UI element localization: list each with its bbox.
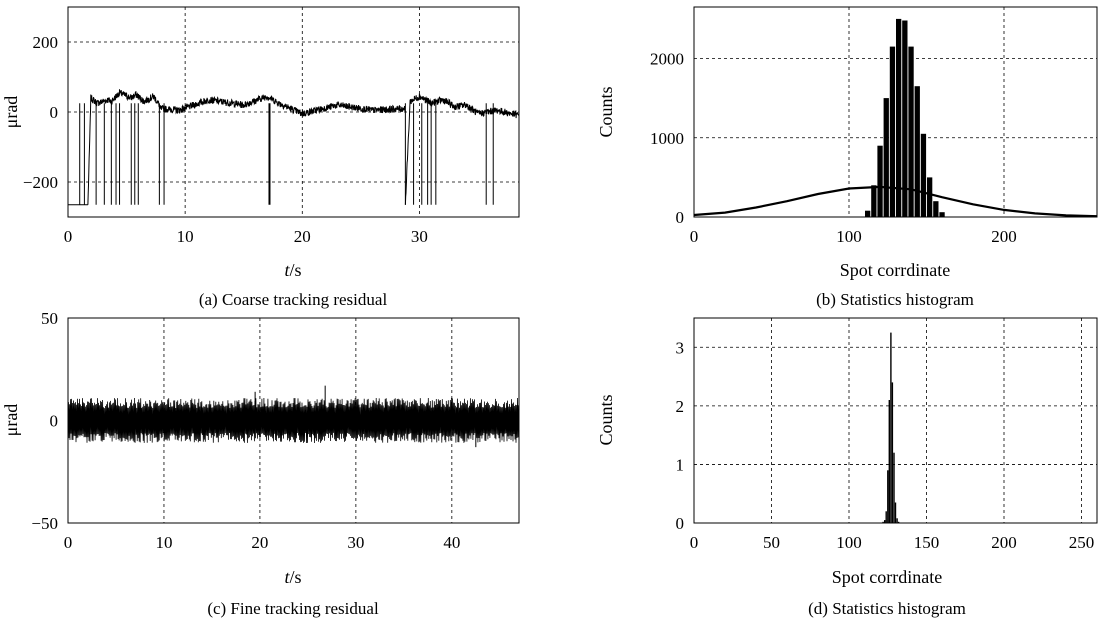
y-tick-label: 50 <box>41 309 58 328</box>
x-tick-label: 50 <box>763 533 780 552</box>
y-tick-label: 0 <box>50 103 59 122</box>
grid-b <box>694 7 1097 217</box>
x-tick-label: 100 <box>836 533 862 552</box>
caption-a: (a) Coarse tracking residual <box>199 290 388 309</box>
series-a-segment-2 <box>159 94 406 117</box>
x-tick-label: 150 <box>914 533 940 552</box>
histogram-bar <box>877 145 883 217</box>
y-tick-label: 200 <box>33 33 59 52</box>
y-tick-label: 3 <box>676 338 685 357</box>
histogram-bar <box>896 18 902 218</box>
histogram-bar <box>927 177 933 217</box>
x-tick-label: 200 <box>991 227 1017 246</box>
histogram-bar <box>884 520 886 523</box>
x-tick-label: 20 <box>251 533 268 552</box>
panel-c: 0 10 20 30 40 −50 0 50 μrad t/s (c) Fine tracki… <box>1 309 520 618</box>
caption-c: (c) Fine tracking residual <box>207 599 379 618</box>
histogram-bar <box>894 502 897 523</box>
frame-c <box>67 317 520 524</box>
y-tick-label: 2 <box>676 397 685 416</box>
histogram-bar <box>933 201 939 217</box>
x-tick-label: 30 <box>347 533 364 552</box>
histogram-bar <box>887 470 889 523</box>
plot-area-c <box>67 385 520 448</box>
x-tick-label: 20 <box>294 227 311 246</box>
series-a-segment-3 <box>404 92 520 205</box>
frame-d <box>693 317 1098 524</box>
xlabel-c-italic: t <box>284 567 290 587</box>
x-tick-label: 0 <box>690 533 699 552</box>
ylabel-b: Counts <box>596 86 616 137</box>
y-tick-label: 2000 <box>650 50 684 69</box>
series-c-line <box>67 397 520 444</box>
frame-a <box>67 6 520 218</box>
xlabel-a-italic: t <box>284 260 290 280</box>
x-tick-label: 30 <box>411 227 428 246</box>
histogram-bar <box>871 185 877 217</box>
y-tick-label: 1 <box>676 455 685 474</box>
y-tick-label: −200 <box>23 173 58 192</box>
x-tick-label: 0 <box>690 227 699 246</box>
x-tick-label: 100 <box>836 227 862 246</box>
histogram-bar <box>896 518 898 523</box>
xlabel-d: Spot corrdinate <box>832 567 942 587</box>
x-tick-label: 0 <box>64 227 73 246</box>
x-tick-label: 250 <box>1069 533 1095 552</box>
histogram-bar <box>920 133 927 217</box>
plot-area-a <box>68 89 520 206</box>
panel-d: 0 50 100 150 200 250 0 1 2 3 Counts Spot corrdina… <box>596 317 1098 618</box>
series-a-segment-1 <box>87 89 160 205</box>
x-tick-label: 0 <box>64 533 73 552</box>
y-tick-label: 0 <box>50 412 59 431</box>
panel-a: 0 10 20 30 −200 0 200 μrad t/s (a) Coarse trac… <box>1 6 520 309</box>
caption-b: (b) Statistics histogram <box>816 290 974 309</box>
y-tick-label: 0 <box>676 208 685 227</box>
x-tick-label: 10 <box>177 227 194 246</box>
x-tick-label: 200 <box>991 533 1017 552</box>
histogram-bar <box>885 511 887 523</box>
caption-d: (d) Statistics histogram <box>808 599 966 618</box>
histogram-bar <box>897 521 900 523</box>
ylabel-d: Counts <box>596 394 616 445</box>
plot-area-b <box>693 18 1098 218</box>
histogram-bar <box>939 212 945 217</box>
grid-d <box>694 318 1097 523</box>
xlabel-c: t/s <box>284 567 301 587</box>
histogram-bar <box>889 46 896 217</box>
y-tick-label: 0 <box>676 514 685 533</box>
histogram-bar <box>893 452 895 523</box>
ticks-c: 0 10 20 30 40 −50 0 50 <box>31 309 460 552</box>
frame-b <box>693 6 1098 218</box>
xlabel-c-rest: /s <box>290 567 302 587</box>
x-tick-label: 10 <box>155 533 172 552</box>
y-tick-label: −50 <box>31 514 58 533</box>
histogram-bar <box>902 20 908 217</box>
ticks-d: 0 50 100 150 200 250 0 1 2 3 <box>676 338 1095 552</box>
histogram-bar <box>890 332 892 523</box>
xlabel-a-rest: /s <box>290 260 302 280</box>
histogram-bar <box>888 400 890 523</box>
overlay-curve-b <box>693 185 1098 218</box>
histogram-bar <box>914 86 920 217</box>
histogram-bar <box>883 98 889 217</box>
y-tick-label: 1000 <box>650 129 684 148</box>
ylabel-a: μrad <box>1 96 21 129</box>
histogram-bar <box>882 521 884 523</box>
plot-area-d <box>882 332 900 523</box>
xlabel-a: t/s <box>284 260 301 280</box>
histogram-bar <box>891 382 894 523</box>
x-tick-label: 40 <box>443 533 460 552</box>
histogram-bar <box>908 46 914 217</box>
xlabel-b: Spot corrdinate <box>840 260 950 280</box>
histogram-bar <box>865 210 871 217</box>
ticks-a: 0 10 20 30 −200 0 200 <box>23 33 428 246</box>
ylabel-c: μrad <box>1 404 21 437</box>
